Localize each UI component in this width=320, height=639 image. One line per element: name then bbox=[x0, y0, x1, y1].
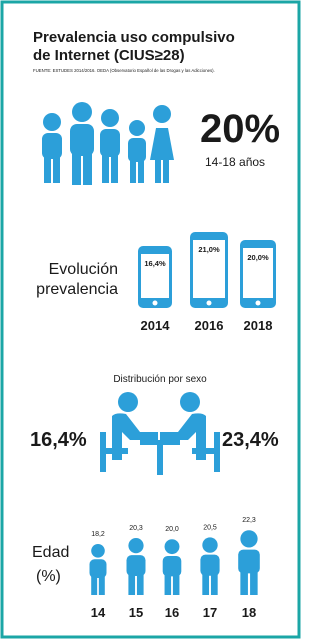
age-figure-leg bbox=[173, 573, 180, 595]
phone-button bbox=[207, 301, 212, 306]
age-value: 18,2 bbox=[91, 531, 105, 538]
phone-button bbox=[256, 301, 261, 306]
evolution-label: prevalencia bbox=[36, 281, 118, 298]
title-line: de Internet (CIUS≥28) bbox=[33, 47, 185, 64]
age-figure-leg bbox=[240, 569, 248, 595]
age-label: (%) bbox=[36, 568, 61, 585]
age-figure-leg bbox=[202, 572, 209, 595]
title-line: Prevalencia uso compulsivo bbox=[33, 29, 235, 46]
age-figure-leg bbox=[211, 572, 218, 595]
sex-title: Distribución por sexo bbox=[113, 374, 207, 385]
age: 15 bbox=[129, 605, 143, 620]
age: 18 bbox=[242, 605, 256, 620]
sex-right: 23,4% bbox=[222, 429, 279, 451]
evolution-label: Evolución bbox=[49, 261, 118, 278]
overall-value: 20% bbox=[200, 107, 280, 151]
phone-value: 21,0% bbox=[198, 245, 220, 254]
age-value: 20,0 bbox=[165, 526, 179, 533]
age-figure-leg bbox=[99, 575, 105, 595]
age-value: 20,5 bbox=[203, 524, 217, 531]
age-value: 22,3 bbox=[242, 517, 256, 524]
phone-value: 16,4% bbox=[144, 259, 166, 268]
age-figure-head bbox=[202, 537, 217, 552]
age-figure-leg bbox=[128, 572, 135, 595]
age-figure-head bbox=[128, 538, 143, 553]
year: 2018 bbox=[244, 318, 273, 333]
age: 14 bbox=[91, 605, 106, 620]
infographic: Prevalencia uso compulsivo de Internet (… bbox=[0, 0, 301, 639]
age-value: 20,3 bbox=[129, 525, 143, 532]
age: 17 bbox=[203, 605, 217, 620]
age-figure-leg bbox=[91, 575, 97, 595]
year: 2014 bbox=[141, 318, 171, 333]
age: 16 bbox=[165, 605, 179, 620]
age-label: Edad bbox=[32, 544, 69, 561]
source: FUENTE: ESTUDES 2014/2016. OEDA (Observa… bbox=[33, 68, 215, 73]
phone-value: 20,0% bbox=[247, 253, 269, 262]
year: 2016 bbox=[195, 318, 224, 333]
age-figure-leg bbox=[137, 572, 144, 595]
sex-left: 16,4% bbox=[30, 429, 87, 451]
overall-label: 14-18 años bbox=[205, 155, 265, 169]
age-figure-head bbox=[165, 539, 180, 554]
age-figure-head bbox=[91, 544, 105, 558]
age-figure-leg bbox=[250, 569, 258, 595]
age-figure-leg bbox=[165, 573, 172, 595]
age-figure-head bbox=[240, 530, 257, 547]
phone-button bbox=[153, 301, 158, 306]
